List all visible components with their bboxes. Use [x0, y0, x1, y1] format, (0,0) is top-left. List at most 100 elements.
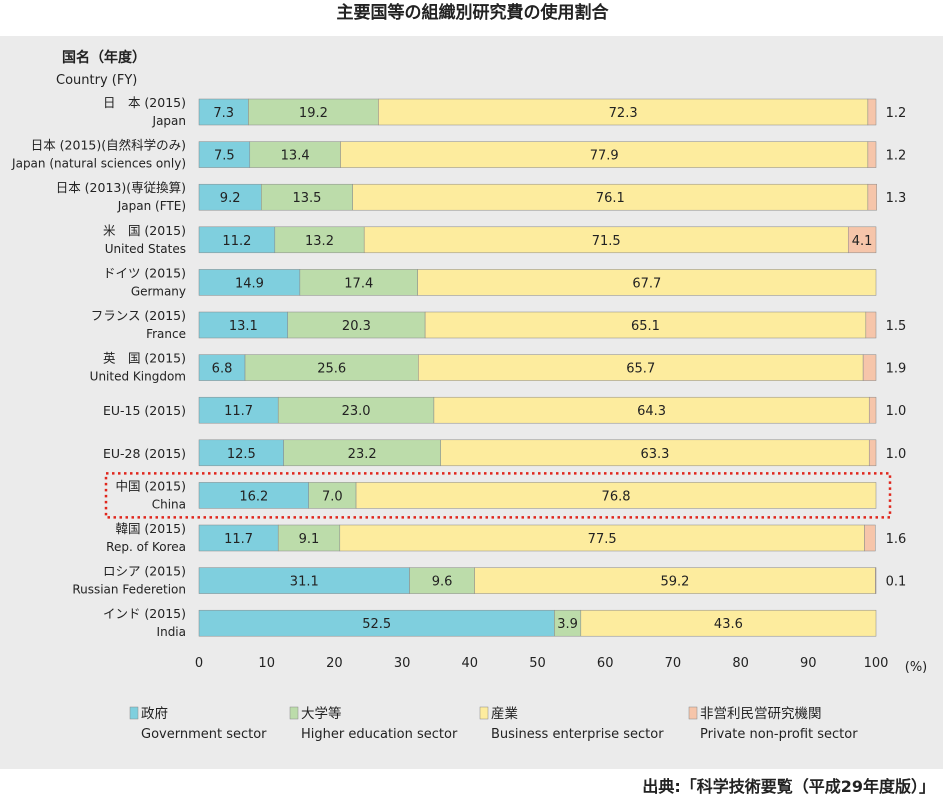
- bar-segment: [433, 396, 870, 424]
- bar-segment: [283, 439, 441, 467]
- bar-value-label: 11.2: [222, 234, 251, 249]
- category-label-ja: 日 本 (2015): [103, 95, 186, 110]
- bar-value-label: 4.1: [852, 234, 873, 249]
- bar-value-label: 13.4: [281, 149, 310, 164]
- category-label-ja: 英 国 (2015): [103, 351, 186, 366]
- bar-value-label: 43.6: [714, 617, 743, 632]
- bar-segment: [474, 567, 876, 594]
- bar-value-label: 1.3: [886, 191, 907, 206]
- category-label-en: India: [157, 625, 186, 639]
- bar-segment: [274, 226, 365, 254]
- legend-label-ja: 非営利民営研究機関: [700, 706, 822, 722]
- x-tick-label: 30: [394, 656, 411, 671]
- bar-value-label: 71.5: [592, 234, 621, 249]
- bar-value-label: 11.7: [224, 404, 253, 419]
- bar-value-label: 1.2: [886, 106, 907, 121]
- category-label-ja: 米 国 (2015): [103, 223, 186, 238]
- x-tick-label: 70: [665, 656, 682, 671]
- category-label-ja: 日本 (2015)(自然科学のみ): [31, 138, 186, 153]
- category-label-ja: EU-28 (2015): [103, 446, 186, 461]
- bar-value-label: 65.7: [626, 362, 655, 377]
- bar-segment: [378, 98, 869, 126]
- bar-segment: [249, 141, 341, 168]
- bar-value-label: 3.9: [557, 617, 578, 632]
- bar-value-label: 9.1: [299, 532, 320, 547]
- bar-segment: [198, 183, 262, 211]
- bar-segment: [198, 609, 555, 637]
- x-tick-label: 40: [462, 656, 479, 671]
- bar-segment: [867, 98, 877, 126]
- bar-value-label: 77.5: [588, 532, 617, 547]
- bar-value-label: 65.1: [631, 319, 660, 334]
- category-label-en: Rep. of Korea: [106, 540, 186, 554]
- category-label-ja: 韓国 (2015): [115, 521, 186, 536]
- category-label-ja: 日本 (2013)(専従換算): [56, 180, 186, 195]
- bar-value-label: 20.3: [342, 319, 371, 334]
- legend-swatch: [479, 706, 489, 720]
- bar-value-label: 63.3: [640, 447, 669, 462]
- bar-segment: [580, 609, 877, 637]
- bar-value-label: 1.9: [886, 362, 907, 377]
- highlight-box: [104, 472, 892, 519]
- bar-segment: [867, 183, 877, 211]
- bar-segment: [277, 396, 435, 424]
- bar-value-label: 31.1: [290, 575, 319, 590]
- category-label-ja: インド (2015): [103, 606, 186, 621]
- bar-value-label: 1.0: [886, 404, 907, 419]
- bar-value-label: 1.2: [886, 149, 907, 164]
- bar-segment: [847, 226, 877, 254]
- bar-value-label: 23.0: [342, 404, 371, 419]
- category-label-en: France: [146, 327, 186, 341]
- x-tick-label: 0: [195, 656, 203, 671]
- bar-segment: [865, 311, 877, 339]
- bar-segment: [363, 226, 849, 254]
- x-tick-label: 20: [326, 656, 343, 671]
- category-label-ja: ドイツ (2015): [103, 265, 186, 280]
- y-axis-header-ja: 国名（年度）: [62, 49, 146, 66]
- stacked-bar-chart: 国名（年度） Country (FY) 0 10 20 30 40 50 60 70 80 90 100…: [11, 49, 927, 742]
- legend-label-en: Private non-profit sector: [700, 727, 858, 742]
- bar-value-label: 77.9: [590, 149, 619, 164]
- chart-title: 主要国等の組織別研究費の使用割合: [336, 3, 609, 23]
- bar-segment: [198, 226, 276, 254]
- bar-value-label: 67.7: [632, 276, 661, 291]
- bar-segment: [198, 524, 279, 552]
- bar-segment: [868, 396, 877, 424]
- bar-value-label: 12.5: [227, 447, 256, 462]
- bar-segment: [198, 396, 279, 424]
- legend-label-ja: 政府: [141, 706, 168, 722]
- category-label-en: Japan: [152, 114, 186, 128]
- category-label-en: Japan (FTE): [117, 199, 186, 213]
- bar-value-label: 1.5: [886, 319, 907, 334]
- source-note: 出典:「科学技術要覧（平成29年度版）」: [642, 777, 935, 796]
- bar-segment: [440, 439, 870, 467]
- category-label-en: Germany: [131, 284, 186, 298]
- bar-segment: [875, 567, 877, 594]
- bar-value-label: 23.2: [348, 447, 377, 462]
- bar-value-label: 76.1: [596, 191, 625, 206]
- bar-segment: [417, 269, 877, 296]
- bar-segment: [198, 141, 251, 168]
- bar-value-label: 13.5: [293, 191, 322, 206]
- bar-segment: [867, 141, 877, 168]
- category-label-ja: フランス (2015): [91, 308, 186, 323]
- bar-segment: [355, 482, 877, 509]
- bar-value-label: 0.1: [886, 575, 907, 590]
- legend-label-ja: 産業: [491, 706, 519, 722]
- bar-value-label: 1.0: [886, 447, 907, 462]
- bar-segment: [198, 482, 309, 509]
- bar-segment: [198, 311, 288, 339]
- bar-segment: [418, 354, 864, 381]
- bar-value-label: 25.6: [317, 362, 346, 377]
- bar-value-label: 76.8: [602, 489, 631, 504]
- legend-label-en: Higher education sector: [301, 727, 458, 742]
- bar-value-label: 9.2: [220, 191, 241, 206]
- bar-segment: [198, 98, 249, 126]
- x-tick-label: 90: [800, 656, 817, 671]
- bar-segment: [198, 354, 246, 381]
- bar-segment: [198, 439, 284, 467]
- category-label-en: Japan (natural sciences only): [11, 157, 186, 171]
- x-tick-label: 50: [529, 656, 546, 671]
- bar-value-label: 11.7: [224, 532, 253, 547]
- y-axis-header-en: Country (FY): [56, 73, 137, 88]
